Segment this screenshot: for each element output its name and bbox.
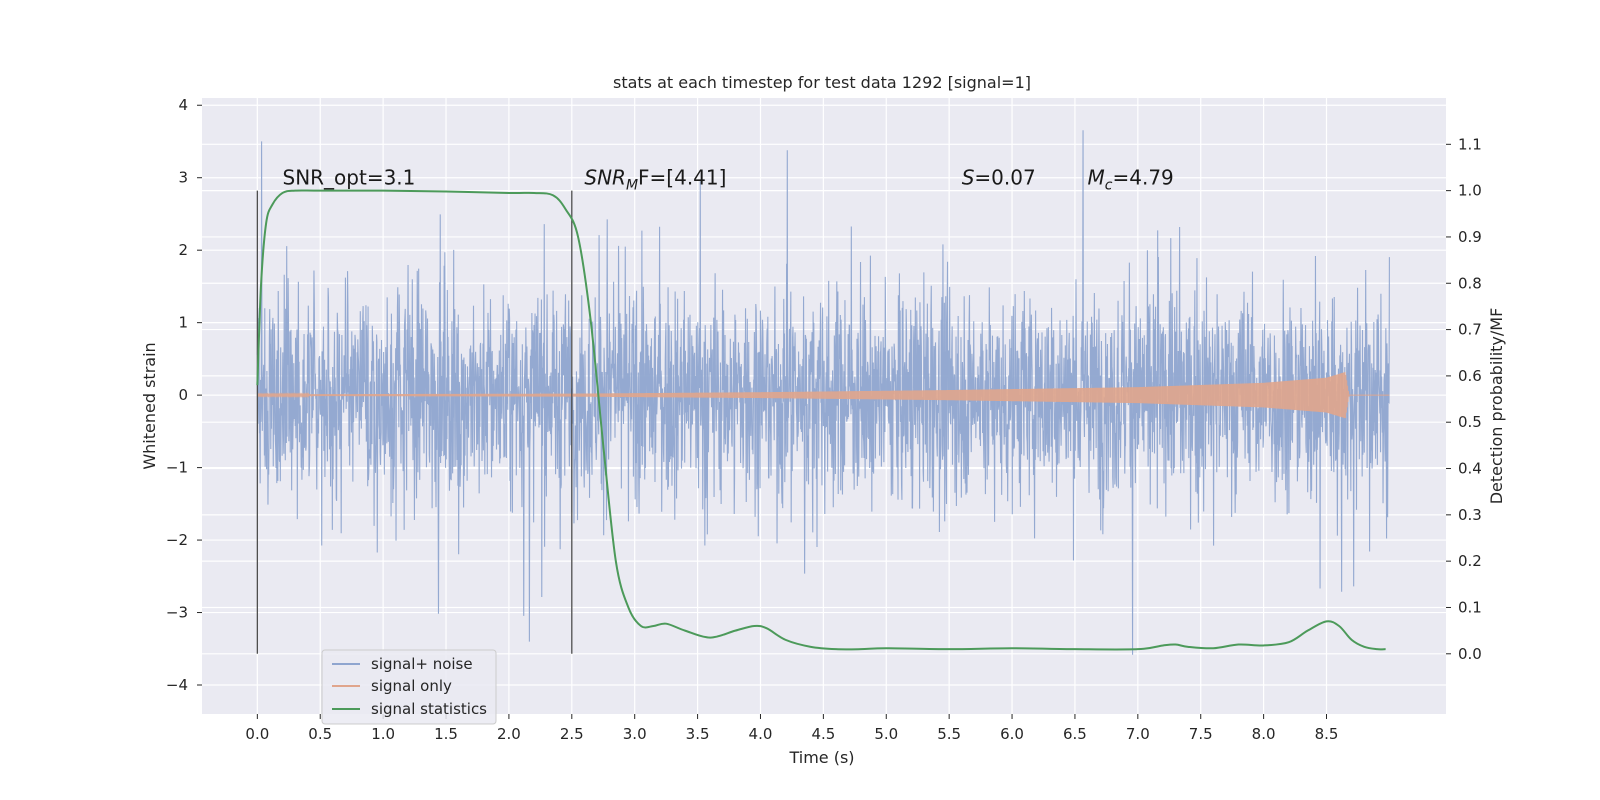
legend-label-signal: signal only [371, 677, 452, 695]
annotation-3: Mc=4.79 [1088, 166, 1174, 194]
y-right-tick-label: 1.1 [1458, 135, 1482, 153]
series-signal-noise [256, 130, 1390, 655]
y-left-tick-label: −4 [166, 676, 188, 694]
series-signal-statistics [256, 189, 1386, 651]
x-tick-label: 4.5 [811, 725, 835, 743]
y-left-tick-label: 2 [178, 241, 188, 259]
x-tick-label: 7.5 [1189, 725, 1213, 743]
y-right-tick-label: 0.2 [1458, 552, 1482, 570]
x-tick-label: 5.0 [874, 725, 898, 743]
y-right-tick-label: 0.8 [1458, 274, 1482, 292]
chart-title: stats at each timestep for test data 129… [613, 73, 1031, 92]
y-right-tick-label: 0.7 [1458, 321, 1482, 339]
legend-box [321, 649, 497, 725]
annotation-1: SNRMF=[4.41] [584, 166, 726, 194]
x-tick-label: 8.0 [1252, 725, 1276, 743]
y-right-tick-label: 0.4 [1458, 460, 1482, 478]
x-tick-label: 4.0 [749, 725, 773, 743]
y-right-tick-label: 0.3 [1458, 506, 1482, 524]
ticks: 0.0 0.5 1.0 1.5 2.0 2.5 3.0 3.5 4.0 4.5 5.0 5.5 6.0 6… [166, 96, 1482, 743]
legend-label-statistics: signal statistics [371, 700, 487, 718]
x-tick-label: 1.5 [434, 725, 458, 743]
series-signal-only [256, 372, 1390, 419]
plot-layer [256, 130, 1390, 655]
y-left-tick-label: 1 [178, 314, 188, 332]
y-axis-label-left: Whitened strain [140, 342, 159, 469]
x-tick-label: 3.0 [623, 725, 647, 743]
x-tick-label: 5.5 [937, 725, 961, 743]
x-tick-label: 0.0 [245, 725, 269, 743]
legend: signal+ noise signal only signal statist… [321, 649, 497, 725]
y-right-tick-label: 0.1 [1458, 598, 1482, 616]
x-tick-label: 6.0 [1000, 725, 1024, 743]
x-tick-label: 6.5 [1063, 725, 1087, 743]
y-right-tick-label: 0.6 [1458, 367, 1482, 385]
x-tick-label: 2.5 [560, 725, 584, 743]
y-left-tick-label: 4 [178, 96, 188, 114]
x-tick-label: 3.5 [686, 725, 710, 743]
x-axis-label: Time (s) [788, 748, 854, 767]
annotations: SNR_opt=3.1 SNRMF=[4.41] S=0.07 Mc=4.79 [283, 166, 1174, 194]
y-left-tick-label: −3 [166, 604, 188, 622]
y-right-tick-label: 1.0 [1458, 182, 1482, 200]
y-right-tick-label: 0.5 [1458, 413, 1482, 431]
annotation-0: SNR_opt=3.1 [283, 166, 416, 190]
y-right-tick-label: 0.9 [1458, 228, 1482, 246]
y-axis-label-right: Detection probability/MF [1487, 308, 1506, 505]
y-left-tick-label: −1 [166, 459, 188, 477]
y-right-tick-label: 0.0 [1458, 645, 1482, 663]
x-tick-label: 1.0 [371, 725, 395, 743]
y-left-tick-label: 3 [178, 169, 188, 187]
y-left-tick-label: −2 [166, 531, 188, 549]
legend-label-noise: signal+ noise [371, 655, 473, 673]
x-tick-label: 0.5 [308, 725, 332, 743]
y-left-tick-label: 0 [178, 386, 188, 404]
x-tick-label: 2.0 [497, 725, 521, 743]
annotation-2: S=0.07 [962, 166, 1036, 190]
x-tick-label: 8.5 [1315, 725, 1339, 743]
x-tick-label: 7.0 [1126, 725, 1150, 743]
